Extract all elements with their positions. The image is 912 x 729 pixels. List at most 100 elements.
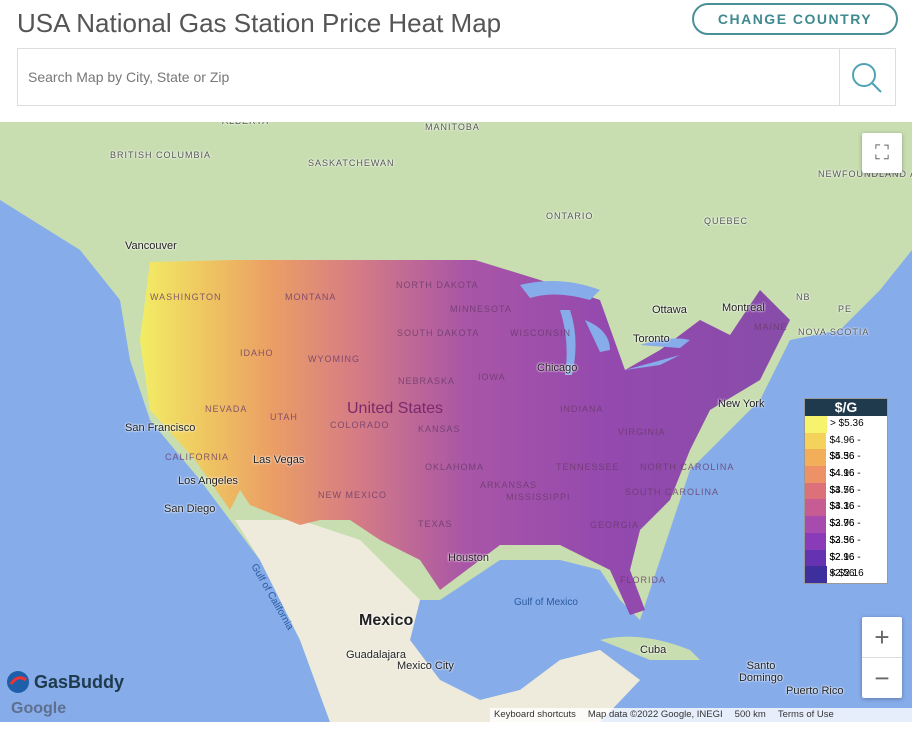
zoom-in[interactable]: + <box>862 617 902 658</box>
map-label: NEBRASKA <box>398 376 456 386</box>
map-label: COLORADO <box>330 420 390 430</box>
legend-item: $4.96 - $5.36 <box>805 432 887 463</box>
legend-swatch <box>805 516 827 533</box>
map-label: NOVA SCOTIA <box>798 327 870 337</box>
legend-swatch <box>805 432 827 450</box>
map-label: PE <box>838 304 853 314</box>
legend-label: $4.16 - $4.56 <box>829 468 861 496</box>
map-label: Cuba <box>640 644 667 656</box>
map-label: MAINE <box>754 322 788 332</box>
legend-swatch <box>805 566 827 583</box>
legend-label: $3.36 - $3.76 <box>829 501 861 530</box>
legend-item: < $2.16 <box>805 566 887 583</box>
legend-swatch <box>805 532 827 550</box>
map-label: Gulf of Mexico <box>514 597 578 608</box>
map-label: SOUTH CAROLINA <box>625 487 720 497</box>
legend-label: $2.96 - $3.36 <box>829 518 861 546</box>
map-label: ARKANSAS <box>480 480 538 490</box>
legend-label: $4.96 - $5.36 <box>829 434 861 463</box>
zoom-controls: + − <box>862 617 902 698</box>
footer-link[interactable]: 500 km <box>734 709 766 720</box>
map-label: Vancouver <box>125 240 177 252</box>
gasbuddy-icon <box>7 671 29 693</box>
map-label: WASHINGTON <box>150 292 222 302</box>
legend-item: $2.16 - $2.56 <box>805 549 887 580</box>
map-label: MONTANA <box>285 292 337 302</box>
brand: GasBuddy <box>34 671 125 692</box>
map-label: TENNESSEE <box>556 462 620 472</box>
fullscreen-button[interactable]: ⛶ <box>862 133 902 173</box>
map-label: United States <box>347 400 444 417</box>
footer-link[interactable]: Terms of Use <box>777 709 834 720</box>
map-label: NORTH DAKOTA <box>396 280 479 290</box>
gasbuddy-logo: GasBuddy <box>6 670 124 694</box>
map-label: OKLAHOMA <box>425 462 485 472</box>
map-label: Toronto <box>633 333 670 345</box>
map-label: INDIANA <box>560 404 604 414</box>
search-placeholder: Search Map by City, State or Zip <box>28 69 230 85</box>
map-label: NEW MEXICO <box>318 490 388 500</box>
map-label: Montreal <box>722 302 765 314</box>
legend-item: $2.96 - $3.36 <box>805 516 887 546</box>
legend-label: > $5.36 <box>830 418 864 429</box>
legend-label: $2.56 - $2.96 <box>829 534 861 563</box>
legend-swatch <box>805 549 827 567</box>
legend-swatch <box>805 499 827 517</box>
map-label: MISSISSIPPI <box>506 492 571 502</box>
legend-label: < $2.16 <box>830 568 864 580</box>
map-label: SASKATCHEWAN <box>308 158 395 168</box>
map-label: QUEBEC <box>704 216 749 226</box>
legend-swatch <box>805 416 827 433</box>
legend-label: $4.56 - $4.96 <box>829 451 861 480</box>
map-label: NB <box>796 292 811 302</box>
map-label: SOUTH DAKOTA <box>397 328 480 338</box>
map-label: San Diego <box>164 503 216 515</box>
search-icon[interactable] <box>850 61 884 95</box>
map-label: WYOMING <box>308 354 360 364</box>
map-label: Houston <box>448 552 489 564</box>
legend-item: $3.76 - $4.16 <box>805 482 887 513</box>
map-label: KANSAS <box>418 424 461 434</box>
search-box[interactable]: Search Map by City, State or Zip <box>17 48 896 106</box>
page-title: USA National Gas Station Price Heat Map <box>17 8 502 38</box>
map-canvas <box>0 122 912 722</box>
map-label: New York <box>718 398 765 410</box>
map-label: Puerto Rico <box>786 685 844 697</box>
legend-swatch <box>805 482 827 500</box>
zoom-out[interactable]: − <box>874 663 890 693</box>
map-footer: Keyboard shortcuts Map data ©2022 Google,… <box>490 708 912 722</box>
map-label: ONTARIO <box>546 211 594 221</box>
legend-item: $4.16 - $4.56 <box>805 466 887 496</box>
map-label: GEORGIA <box>590 520 640 530</box>
map-label: San Francisco <box>125 422 196 434</box>
map-label: IDAHO <box>240 348 274 358</box>
map-label: Mexico <box>359 612 414 629</box>
footer-link[interactable]: Map data ©2022 Google, INEGI <box>587 709 723 720</box>
map-label: MINNESOTA <box>450 304 512 314</box>
legend-item: > $5.36 <box>805 416 887 433</box>
map-label: Las Vegas <box>253 454 305 466</box>
legend: $/G > $5.36 $4.96 - $5.36 $4.56 - $4.96 $4.… <box>804 398 888 584</box>
map-label: Los Angeles <box>178 475 238 487</box>
map-label: Mexico City <box>397 660 454 672</box>
map[interactable]: ALBERTA MANITOBA BRITISH COLUMBIA SASKATCHE… <box>0 122 912 722</box>
map-label: VIRGINIA <box>618 427 666 437</box>
map-label: Ottawa <box>652 304 687 316</box>
legend-item: $2.56 - $2.96 <box>805 532 887 563</box>
footer-link[interactable]: Keyboard shortcuts <box>494 709 576 720</box>
legend-item: $3.36 - $3.76 <box>805 499 887 530</box>
map-label: Chicago <box>537 362 578 374</box>
change-country-button[interactable]: CHANGE COUNTRY <box>692 3 898 35</box>
legend-label: $2.16 - $2.56 <box>829 551 861 580</box>
map-label: BRITISH COLUMBIA <box>110 150 212 160</box>
legend-label: $3.76 - $4.16 <box>829 484 861 513</box>
map-label: Santo Domingo <box>738 660 784 684</box>
map-label: NEVADA <box>205 404 248 414</box>
legend-swatch <box>805 449 827 467</box>
divider <box>839 49 840 105</box>
map-label: FLORIDA <box>620 575 667 585</box>
map-label: NORTH CAROLINA <box>640 462 735 472</box>
legend-title: $/G <box>805 399 887 416</box>
google-logo: Google <box>11 700 67 717</box>
map-label: WISCONSIN <box>510 328 572 338</box>
